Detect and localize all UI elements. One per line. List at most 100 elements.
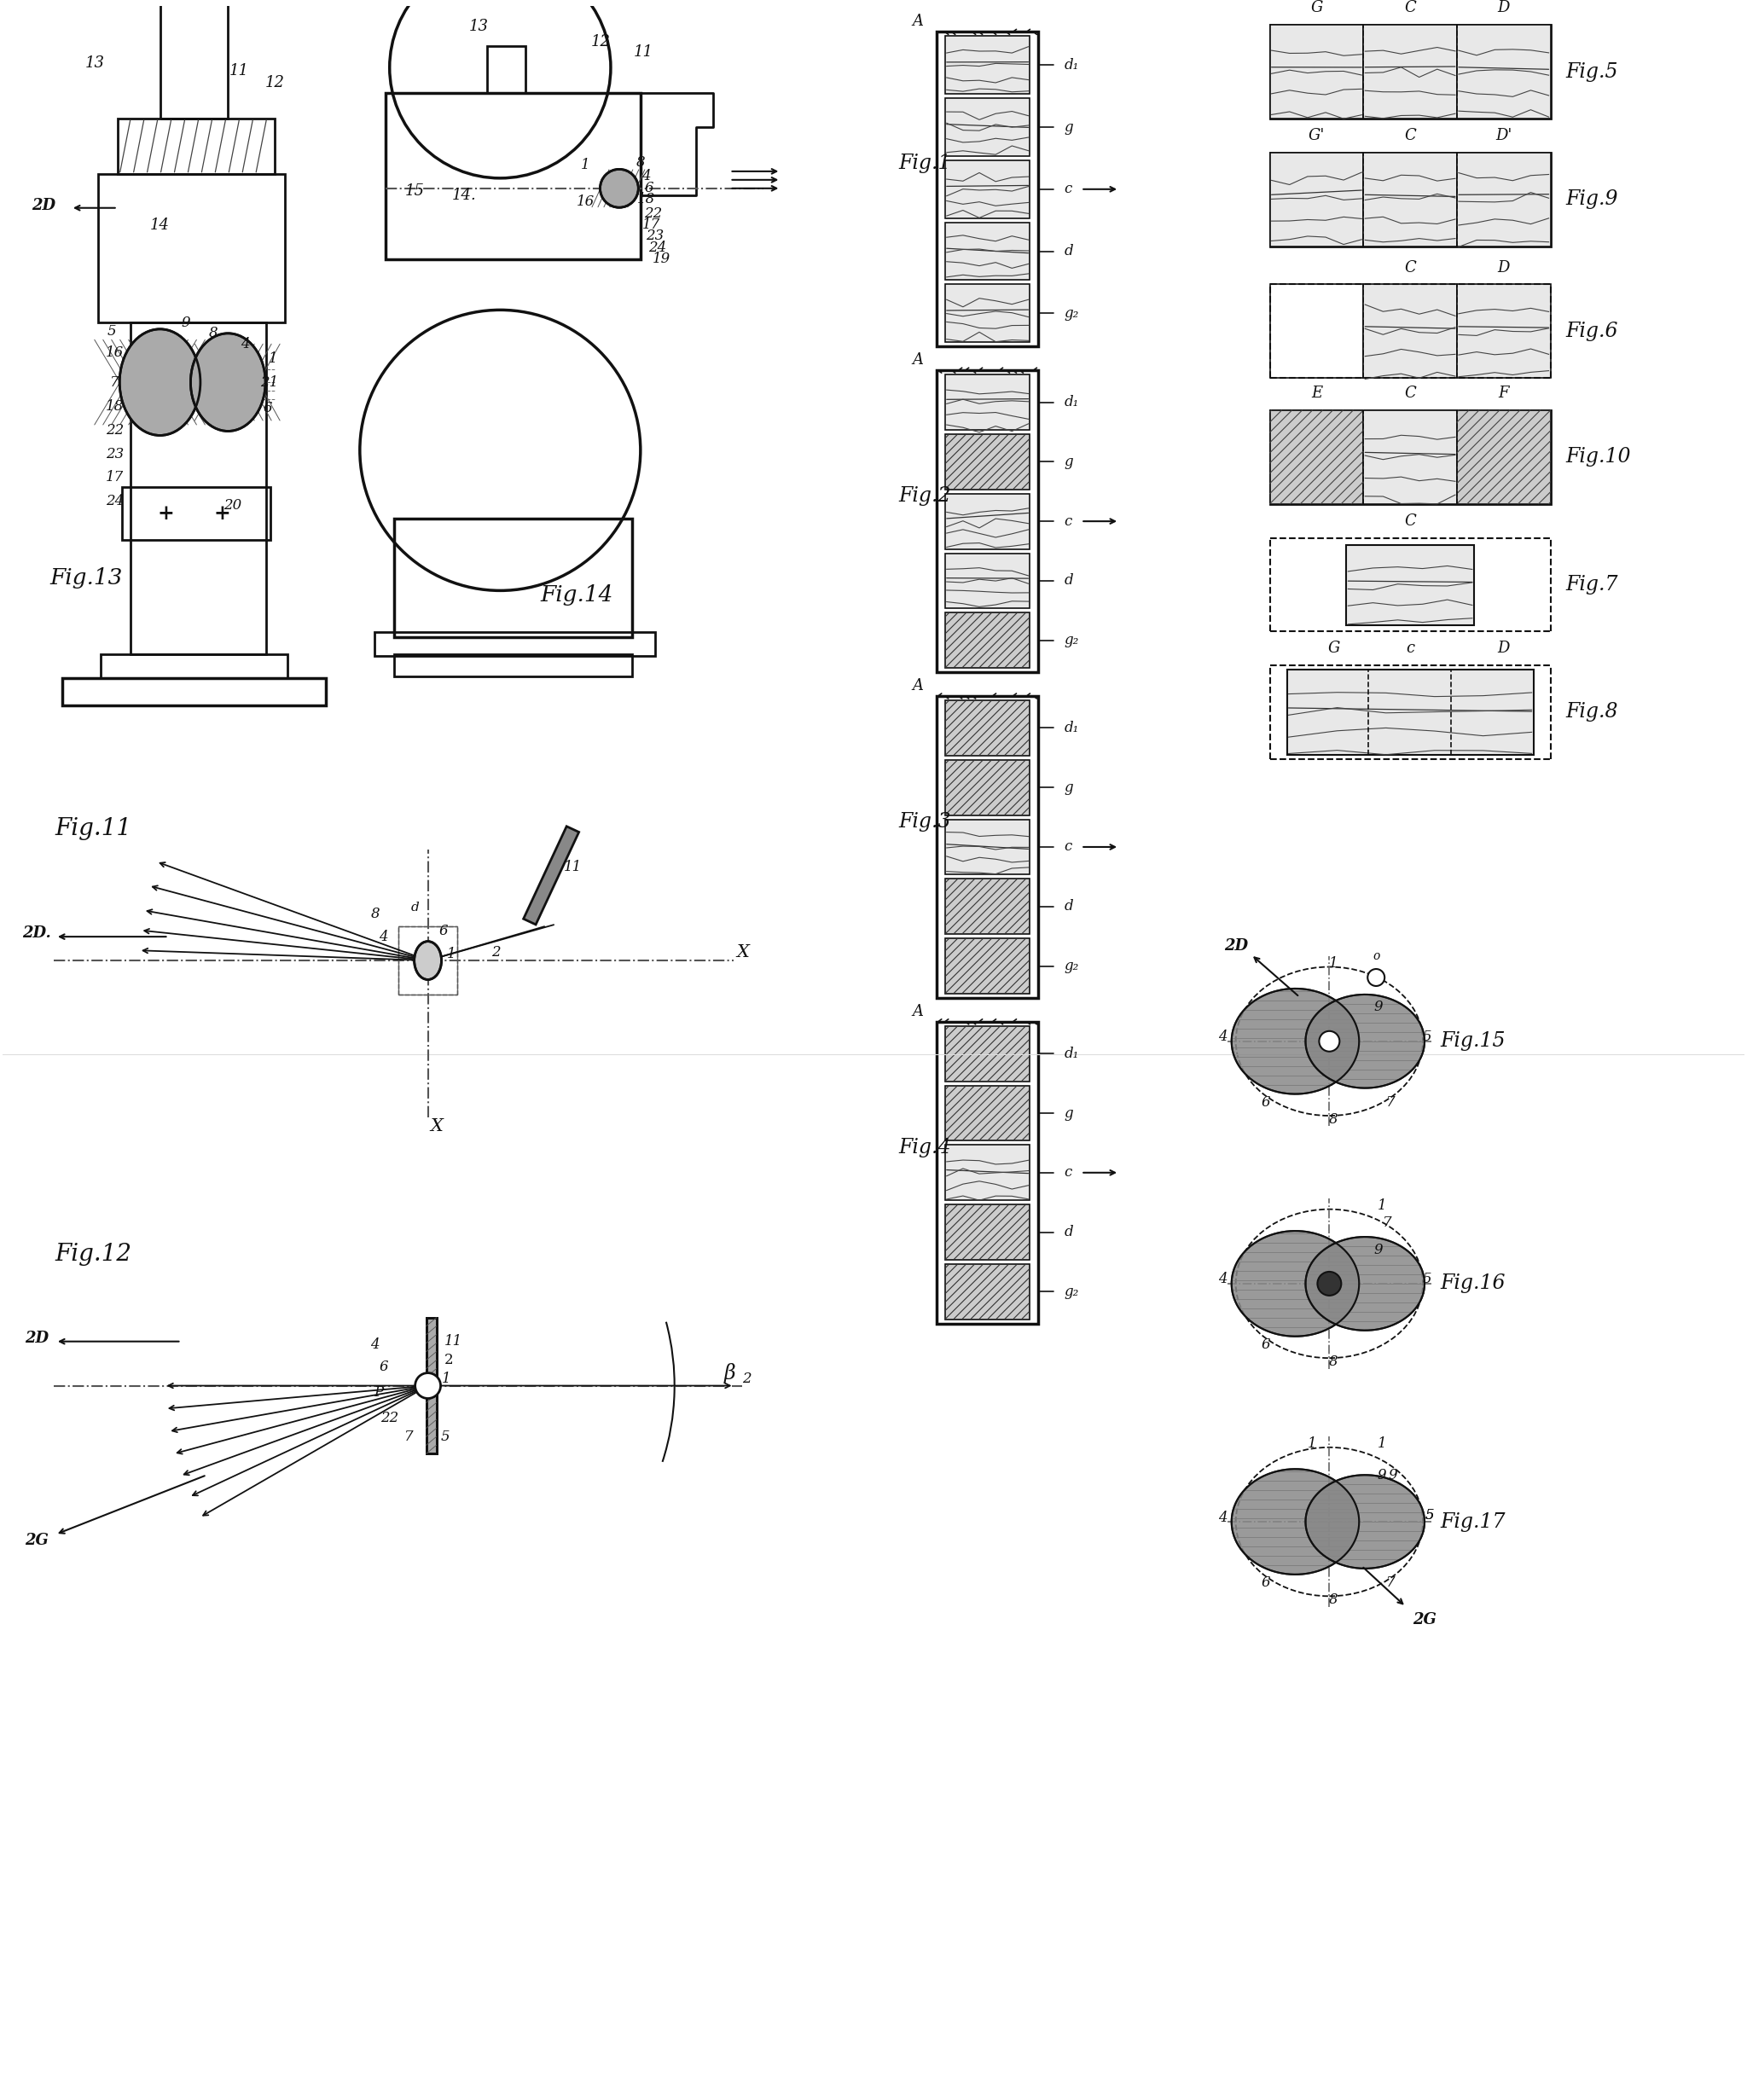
Text: 18: 18: [107, 399, 124, 414]
Bar: [386, 92, 641, 258]
Bar: [945, 819, 1031, 874]
Bar: [936, 370, 1038, 672]
Text: c: c: [1064, 183, 1073, 197]
Bar: [945, 493, 1031, 548]
Text: G: G: [1328, 640, 1340, 655]
Text: 11: 11: [632, 44, 653, 61]
Text: 4: 4: [241, 336, 250, 351]
Text: 2D: 2D: [24, 1331, 49, 1346]
Text: Fig.7: Fig.7: [1565, 575, 1618, 594]
Text: g: g: [1064, 120, 1073, 134]
Text: g₂: g₂: [1064, 960, 1078, 972]
Text: 14.: 14.: [452, 187, 477, 204]
Text: A: A: [912, 353, 924, 367]
Circle shape: [416, 1373, 440, 1399]
Bar: [426, 1317, 437, 1453]
Bar: [945, 1027, 1031, 1081]
Bar: [945, 1264, 1031, 1319]
Bar: [1270, 25, 1550, 118]
Bar: [1270, 284, 1363, 378]
Text: 6: 6: [1261, 1575, 1270, 1590]
Text: +: +: [213, 504, 231, 523]
Bar: [945, 1205, 1031, 1260]
Bar: [945, 36, 1031, 94]
Text: 8: 8: [636, 155, 645, 170]
Bar: [1288, 670, 1534, 754]
Text: g: g: [1064, 781, 1073, 794]
Bar: [1457, 153, 1550, 246]
Text: F: F: [1499, 386, 1509, 401]
Text: 6: 6: [379, 1359, 388, 1373]
Bar: [945, 374, 1031, 430]
Text: 23: 23: [107, 447, 124, 462]
Text: 8: 8: [1329, 1592, 1338, 1606]
Bar: [945, 435, 1031, 489]
Bar: [945, 1205, 1031, 1260]
Text: 2G: 2G: [1413, 1613, 1436, 1627]
Text: C: C: [1405, 386, 1417, 401]
Text: G: G: [1310, 0, 1322, 15]
Text: 2: 2: [742, 1371, 751, 1386]
Bar: [945, 760, 1031, 815]
Bar: [945, 1086, 1031, 1140]
Text: D': D': [1495, 128, 1511, 143]
Text: 11: 11: [444, 1334, 463, 1348]
Text: 2G: 2G: [24, 1533, 49, 1548]
Bar: [161, 0, 229, 118]
Text: D: D: [1497, 260, 1509, 275]
Text: A: A: [912, 678, 924, 693]
Text: +: +: [157, 504, 175, 523]
Text: 1: 1: [1329, 956, 1338, 970]
Bar: [945, 939, 1031, 993]
Bar: [945, 493, 1031, 548]
Bar: [945, 284, 1031, 342]
Text: P: P: [374, 1386, 383, 1401]
Text: A: A: [912, 1004, 924, 1018]
Text: c: c: [1064, 514, 1073, 529]
Polygon shape: [1305, 1237, 1424, 1331]
Bar: [945, 1027, 1031, 1081]
Bar: [1270, 153, 1363, 246]
Bar: [1363, 25, 1457, 118]
Text: 2D: 2D: [31, 197, 56, 212]
Polygon shape: [1232, 989, 1359, 1094]
Text: Fig.3: Fig.3: [898, 813, 950, 832]
Bar: [945, 1144, 1031, 1201]
Text: 4: 4: [1218, 1273, 1228, 1287]
Ellipse shape: [599, 170, 638, 208]
Bar: [945, 1264, 1031, 1319]
Bar: [945, 99, 1031, 155]
Text: 9: 9: [1375, 1243, 1384, 1258]
Ellipse shape: [414, 941, 442, 979]
Bar: [1270, 410, 1550, 504]
Text: Fig.2: Fig.2: [898, 487, 950, 506]
Bar: [945, 760, 1031, 815]
Text: E: E: [1310, 386, 1322, 401]
Bar: [945, 880, 1031, 935]
Text: β: β: [723, 1363, 735, 1384]
Bar: [945, 552, 1031, 609]
Text: 9: 9: [1389, 1468, 1398, 1483]
Text: 22: 22: [381, 1411, 398, 1426]
Circle shape: [1317, 1273, 1342, 1296]
Bar: [131, 323, 266, 655]
Bar: [1270, 410, 1363, 504]
Polygon shape: [524, 825, 578, 924]
Text: 8: 8: [1329, 1354, 1338, 1369]
Bar: [945, 1144, 1031, 1201]
Text: d: d: [411, 901, 419, 914]
Text: 5: 5: [440, 1430, 449, 1445]
Text: 1: 1: [580, 158, 590, 172]
Text: Fig.15: Fig.15: [1440, 1031, 1506, 1052]
Text: A: A: [912, 15, 924, 29]
Text: Fig.4: Fig.4: [898, 1138, 950, 1157]
Text: 1: 1: [447, 947, 456, 962]
Text: c: c: [1064, 1166, 1073, 1180]
Text: 13: 13: [84, 57, 105, 71]
Text: Fig.5: Fig.5: [1565, 63, 1618, 82]
Bar: [1363, 153, 1457, 246]
Text: 6: 6: [1261, 1096, 1270, 1109]
Text: 7: 7: [1385, 1575, 1396, 1590]
Text: 5: 5: [1422, 1273, 1433, 1287]
Text: Fig.10: Fig.10: [1565, 447, 1632, 466]
